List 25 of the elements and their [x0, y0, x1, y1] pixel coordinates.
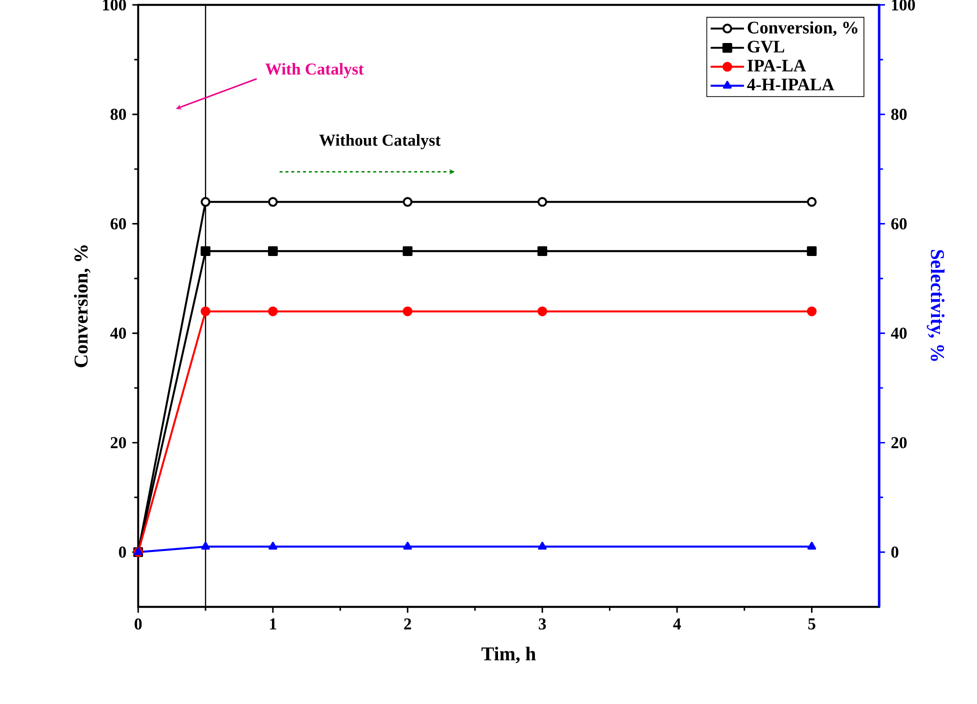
y-tick-label: 20 [110, 437, 126, 448]
y-axis-title: Conversion, % [74, 246, 90, 368]
y2-tick-label: 60 [891, 218, 907, 230]
y2-tick-label: 0 [891, 546, 898, 558]
x-tick-label: 2 [404, 618, 412, 630]
x-axis-title: Tim, h [482, 646, 536, 664]
x-tick-label: 1 [270, 618, 276, 630]
annotation: Without Catalyst [319, 134, 441, 150]
y-tick-label: 80 [110, 108, 126, 120]
y-tick-label: 0 [118, 546, 126, 558]
x-tick-label: 0 [134, 618, 142, 630]
x-tick-label: 3 [538, 618, 546, 630]
annotation: With Catalyst [265, 63, 364, 78]
y2-tick-label: 20 [891, 437, 907, 448]
legend-label: 4-H-IPALA [747, 78, 834, 90]
x-tick-label: 4 [673, 618, 681, 630]
y-tick-label: 60 [110, 218, 126, 230]
legend-label: IPA-LA [747, 60, 806, 72]
y2-tick-label: 40 [890, 328, 907, 339]
y2-tick-label: 80 [891, 108, 907, 120]
legend-label: GVL [748, 40, 784, 53]
x-tick-label: 5 [808, 618, 816, 630]
y2-axis-title: Selectivity, % [926, 250, 945, 362]
y-tick-label: 40 [110, 328, 126, 339]
legend-label: Conversion, % [748, 21, 858, 36]
